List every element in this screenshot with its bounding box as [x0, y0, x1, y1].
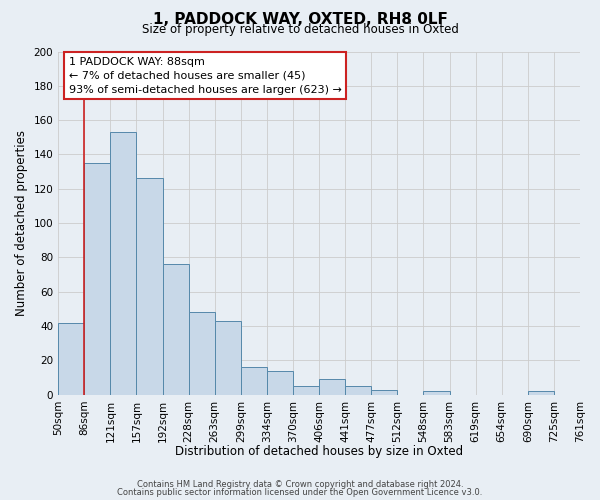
- Text: Contains public sector information licensed under the Open Government Licence v3: Contains public sector information licen…: [118, 488, 482, 497]
- Bar: [58, 322, 84, 394]
- Bar: [528, 392, 554, 394]
- Text: Size of property relative to detached houses in Oxted: Size of property relative to detached ho…: [142, 22, 458, 36]
- Bar: [424, 392, 449, 394]
- Text: 1, PADDOCK WAY, OXTED, RH8 0LF: 1, PADDOCK WAY, OXTED, RH8 0LF: [152, 12, 448, 28]
- Bar: [267, 370, 293, 394]
- Bar: [293, 386, 319, 394]
- Bar: [188, 312, 215, 394]
- X-axis label: Distribution of detached houses by size in Oxted: Distribution of detached houses by size …: [175, 444, 463, 458]
- Bar: [319, 380, 345, 394]
- Bar: [136, 178, 163, 394]
- Text: 1 PADDOCK WAY: 88sqm
← 7% of detached houses are smaller (45)
93% of semi-detach: 1 PADDOCK WAY: 88sqm ← 7% of detached ho…: [68, 56, 341, 94]
- Bar: [215, 321, 241, 394]
- Text: Contains HM Land Registry data © Crown copyright and database right 2024.: Contains HM Land Registry data © Crown c…: [137, 480, 463, 489]
- Y-axis label: Number of detached properties: Number of detached properties: [15, 130, 28, 316]
- Bar: [345, 386, 371, 394]
- Bar: [84, 163, 110, 394]
- Bar: [163, 264, 188, 394]
- Bar: [110, 132, 136, 394]
- Bar: [241, 368, 267, 394]
- Bar: [371, 390, 397, 394]
